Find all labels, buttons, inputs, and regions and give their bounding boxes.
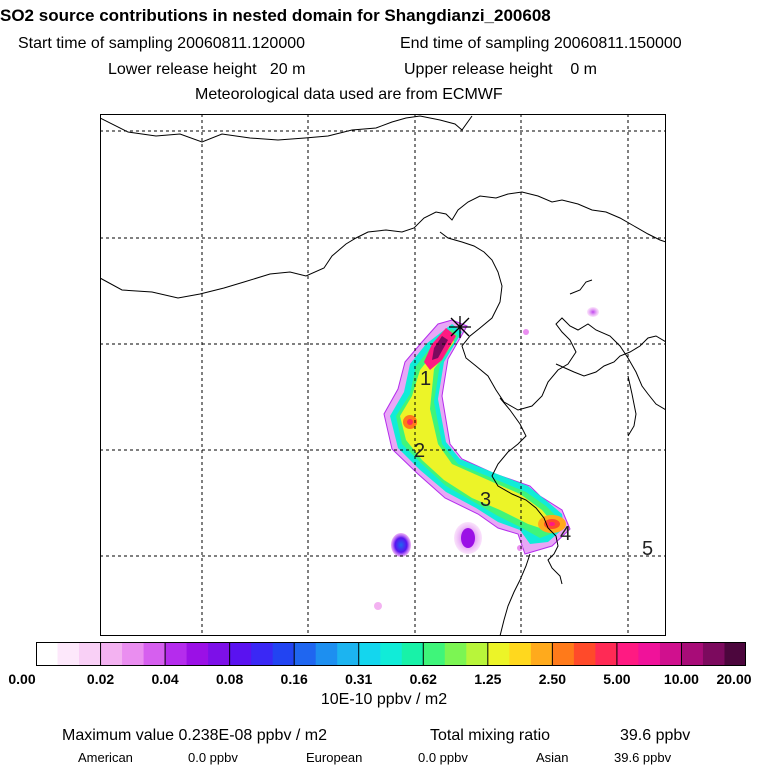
colorbar-tick-label: 2.50 — [538, 671, 566, 687]
met-data-label: Meteorological data used are from ECMWF — [195, 86, 503, 103]
colorbar-cell — [122, 642, 144, 666]
colorbar-cell — [573, 642, 596, 666]
colorbar-cell — [638, 642, 661, 666]
colorbar-cell — [315, 642, 338, 666]
asian-value: 39.6 ppbv — [614, 750, 672, 765]
colorbar-cell — [208, 642, 231, 666]
colorbar-tick-label: 0.04 — [151, 671, 179, 687]
american-label: American — [78, 750, 133, 765]
plume-yellow — [400, 334, 552, 530]
colorbar-cell — [100, 642, 123, 666]
map-grid — [100, 114, 666, 636]
map-panel: 1 2 3 4 5 — [100, 114, 666, 636]
station-marker-icon — [449, 316, 471, 338]
colorbar-tick-label: 0.00 — [8, 671, 36, 687]
colorbar-cell — [659, 642, 682, 666]
blob-small-1 — [523, 329, 529, 335]
colorbar-cell — [487, 642, 510, 666]
colorbar-cell — [423, 642, 446, 666]
plume-core-north-dark — [432, 336, 448, 360]
colorbar-cell — [702, 642, 725, 666]
outlier-blobs — [374, 307, 599, 610]
marker-label-3: 3 — [480, 489, 491, 511]
colorbar-dividers — [100, 642, 682, 666]
colorbar-tick-label: 0.02 — [86, 671, 115, 687]
colorbar-tick-label: 10.00 — [663, 671, 699, 687]
map-frame — [100, 114, 666, 636]
total-mixing-label: Total mixing ratio — [430, 727, 551, 744]
blob-blue — [391, 533, 411, 557]
colorbar-cell — [358, 642, 381, 666]
colorbar-cell — [401, 642, 424, 666]
plume-green — [396, 329, 558, 538]
max-value-label: Maximum value 0.238E-08 ppbv / m2 — [62, 727, 328, 744]
asian-label: Asian — [536, 750, 569, 765]
colorbar-cell — [251, 642, 274, 666]
colorbar-cell — [595, 642, 618, 666]
colorbar-cell — [552, 642, 575, 666]
colorbar-tick-label: 0.62 — [409, 671, 437, 687]
colorbar-cell — [79, 642, 101, 666]
blob-small-3 — [517, 545, 523, 551]
start-time-label: Start time of sampling 20060811.120000 — [18, 35, 306, 52]
map-title: SO2 source contributions in nested domai… — [0, 6, 551, 25]
end-time-label: End time of sampling 20060811.150000 — [400, 35, 682, 52]
marker-label-4: 4 — [560, 523, 571, 545]
marker-label-1: 1 — [420, 368, 431, 390]
colorbar-cell — [616, 642, 639, 666]
upper-release-label: Upper release height 0 m — [404, 61, 597, 78]
colorbar-cell — [272, 642, 295, 666]
colorbar-tick-label: 0.16 — [280, 671, 308, 687]
american-value: 0.0 ppbv — [188, 750, 238, 765]
colorbar-cell — [143, 642, 166, 666]
european-label: European — [306, 750, 363, 765]
colorbar-tick-label: 5.00 — [603, 671, 631, 687]
colorbar-cell — [57, 642, 80, 666]
lower-release-label: Lower release height 20 m — [108, 61, 306, 78]
marker-label-2: 2 — [414, 440, 425, 462]
blob-small-2 — [374, 602, 382, 610]
colorbar-cell — [530, 642, 553, 666]
colorbar-cell — [165, 642, 188, 666]
colorbar-cell — [36, 642, 58, 666]
colorbar-tick-label: 20.00 — [716, 671, 752, 687]
colorbar-tick-label: 1.25 — [474, 671, 502, 687]
colorbar-cells — [36, 642, 746, 666]
blob-ne — [587, 307, 599, 317]
colorbar-cell — [681, 642, 704, 666]
colorbar-cell — [294, 642, 317, 666]
colorbar-cell — [229, 642, 252, 666]
colorbar-cell — [509, 642, 532, 666]
european-value: 0.0 ppbv — [418, 750, 468, 765]
colorbar — [36, 642, 746, 666]
colorbar-units: 10E-10 ppbv / m2 — [320, 691, 448, 708]
coastline-borders — [100, 115, 666, 636]
colorbar-tick-label: 0.31 — [345, 671, 373, 687]
total-mixing-value: 39.6 ppbv — [620, 727, 691, 744]
colorbar-cell — [724, 642, 746, 666]
colorbar-cell — [337, 642, 360, 666]
colorbar-cell — [444, 642, 467, 666]
colorbar-tick-label: 0.08 — [216, 671, 244, 687]
colorbar-cell — [186, 642, 209, 666]
plume — [383, 319, 571, 555]
colorbar-cell — [380, 642, 403, 666]
colorbar-cell — [466, 642, 489, 666]
marker-label-5: 5 — [642, 538, 653, 560]
